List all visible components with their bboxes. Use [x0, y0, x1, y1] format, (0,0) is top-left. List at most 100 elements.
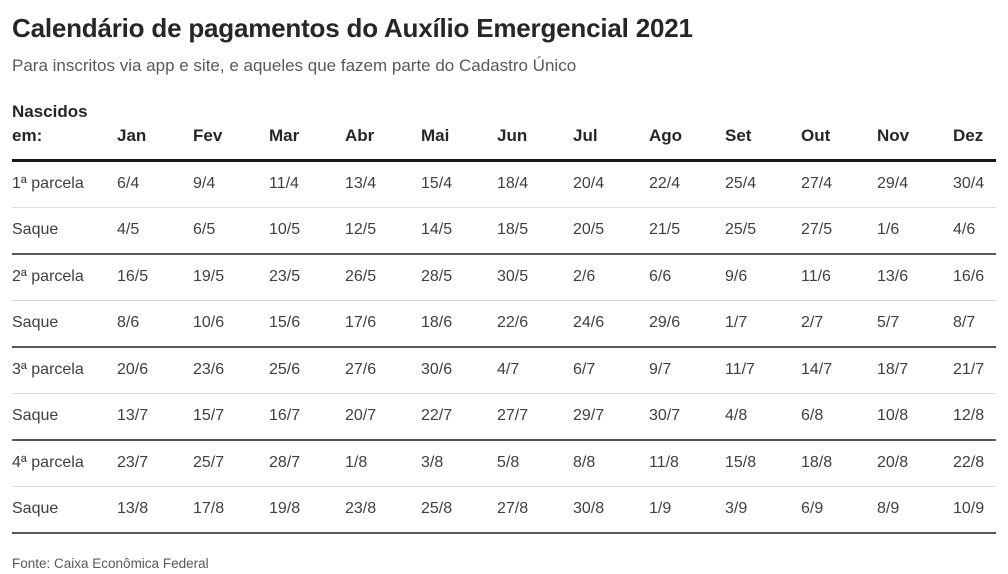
date-cell: 4/5	[117, 221, 140, 239]
date-cell: 9/7	[649, 361, 672, 379]
table-row: 3ª parcela 20/6 23/6 25/6 27/6 30/6 4/7 6/7 9/7 1…	[12, 347, 996, 394]
table-header-row: Nascidos em: Jan Fev Mar Abr Mai Jun Jul Ago Set…	[12, 100, 996, 163]
row-label: 2ª parcela	[12, 268, 84, 286]
date-cell: 1/7	[725, 314, 748, 332]
month-header-ago: Ago	[649, 100, 725, 163]
date-cell: 22/6	[497, 314, 529, 332]
date-cell: 29/4	[877, 175, 909, 193]
date-cell: 11/4	[269, 175, 299, 193]
date-cell: 24/6	[573, 314, 605, 332]
row-label: 1ª parcela	[12, 175, 84, 193]
month-header-mai: Mai	[421, 100, 497, 163]
date-cell: 28/7	[269, 454, 301, 472]
date-cell: 6/8	[801, 407, 824, 425]
source-note: Fonte: Caixa Econômica Federal	[12, 556, 209, 572]
date-cell: 23/8	[345, 500, 377, 518]
table-row: Saque 4/5 6/5 10/5 12/5 14/5 18/5 20/5 21/5 25/5 2…	[12, 208, 996, 255]
date-cell: 30/7	[649, 407, 681, 425]
date-cell: 6/9	[801, 500, 824, 518]
month-header-abr: Abr	[345, 100, 421, 163]
date-cell: 12/5	[345, 221, 377, 239]
date-cell: 15/6	[269, 314, 301, 332]
date-cell: 11/8	[649, 454, 679, 472]
date-cell: 3/8	[421, 454, 444, 472]
date-cell: 20/4	[573, 175, 605, 193]
date-cell: 21/7	[953, 361, 985, 379]
date-cell: 18/7	[877, 361, 909, 379]
table-row: Saque 13/7 15/7 16/7 20/7 22/7 27/7 29/7 30/7 4/8…	[12, 394, 996, 441]
table-row: Saque 8/6 10/6 15/6 17/6 18/6 22/6 24/6 29/6 1/7 2…	[12, 301, 996, 348]
month-header-jul: Jul	[573, 100, 649, 163]
date-cell: 6/6	[649, 268, 672, 286]
row-label: 4ª parcela	[12, 454, 84, 472]
date-cell: 22/4	[649, 175, 681, 193]
date-cell: 29/6	[649, 314, 681, 332]
month-header-fev: Fev	[193, 100, 269, 163]
table-row: 1ª parcela 6/4 9/4 11/4 13/4 15/4 18/4 20/4 22/4…	[12, 161, 996, 208]
date-cell: 9/6	[725, 268, 748, 286]
date-cell: 17/6	[345, 314, 377, 332]
date-cell: 15/4	[421, 175, 453, 193]
date-cell: 25/5	[725, 221, 757, 239]
date-cell: 14/5	[421, 221, 453, 239]
date-cell: 15/8	[725, 454, 757, 472]
date-cell: 10/8	[877, 407, 909, 425]
date-cell: 8/7	[953, 314, 976, 332]
date-cell: 11/7	[725, 361, 755, 379]
date-cell: 20/5	[573, 221, 605, 239]
date-cell: 9/4	[193, 175, 216, 193]
date-cell: 20/7	[345, 407, 377, 425]
date-cell: 25/6	[269, 361, 301, 379]
date-cell: 28/5	[421, 268, 453, 286]
date-cell: 13/4	[345, 175, 377, 193]
date-cell: 21/5	[649, 221, 681, 239]
month-header-jun: Jun	[497, 100, 573, 163]
date-cell: 8/8	[573, 454, 596, 472]
date-cell: 10/9	[953, 500, 985, 518]
date-cell: 25/8	[421, 500, 453, 518]
date-cell: 16/5	[117, 268, 149, 286]
date-cell: 23/7	[117, 454, 149, 472]
date-cell: 19/8	[269, 500, 301, 518]
date-cell: 13/7	[117, 407, 149, 425]
date-cell: 8/9	[877, 500, 900, 518]
date-cell: 18/8	[801, 454, 833, 472]
page-subtitle: Para inscritos via app e site, e aqueles…	[12, 56, 577, 76]
date-cell: 29/7	[573, 407, 605, 425]
date-cell: 11/6	[801, 268, 831, 286]
date-cell: 27/7	[497, 407, 529, 425]
page-title: Calendário de pagamentos do Auxílio Emer…	[12, 13, 693, 43]
date-cell: 18/4	[497, 175, 529, 193]
date-cell: 20/6	[117, 361, 149, 379]
date-cell: 15/7	[193, 407, 225, 425]
month-header-set: Set	[725, 100, 801, 163]
month-header-mar: Mar	[269, 100, 345, 163]
date-cell: 22/8	[953, 454, 985, 472]
row-label: Saque	[12, 314, 59, 332]
calendar-table-body: 1ª parcela 6/4 9/4 11/4 13/4 15/4 18/4 20/4 22/4…	[12, 161, 996, 534]
corner-header: Nascidos em:	[12, 100, 117, 163]
date-cell: 23/5	[269, 268, 301, 286]
date-cell: 2/7	[801, 314, 824, 332]
month-header-out: Out	[801, 100, 877, 163]
date-cell: 18/6	[421, 314, 453, 332]
table-row: 4ª parcela 23/7 25/7 28/7 1/8 3/8 5/8 8/8 11/8 15…	[12, 440, 996, 487]
month-header-jan: Jan	[117, 100, 193, 163]
date-cell: 30/6	[421, 361, 453, 379]
date-cell: 10/5	[269, 221, 301, 239]
date-cell: 5/7	[877, 314, 900, 332]
date-cell: 10/6	[193, 314, 225, 332]
date-cell: 16/6	[953, 268, 985, 286]
date-cell: 2/6	[573, 268, 596, 286]
date-cell: 4/7	[497, 361, 520, 379]
date-cell: 27/6	[345, 361, 377, 379]
date-cell: 13/6	[877, 268, 909, 286]
table-row: 2ª parcela 16/5 19/5 23/5 26/5 28/5 30/5 2/6 6/6…	[12, 254, 996, 301]
date-cell: 26/5	[345, 268, 377, 286]
date-cell: 16/7	[269, 407, 301, 425]
date-cell: 5/8	[497, 454, 520, 472]
date-cell: 4/8	[725, 407, 748, 425]
date-cell: 20/8	[877, 454, 909, 472]
date-cell: 27/8	[497, 500, 529, 518]
